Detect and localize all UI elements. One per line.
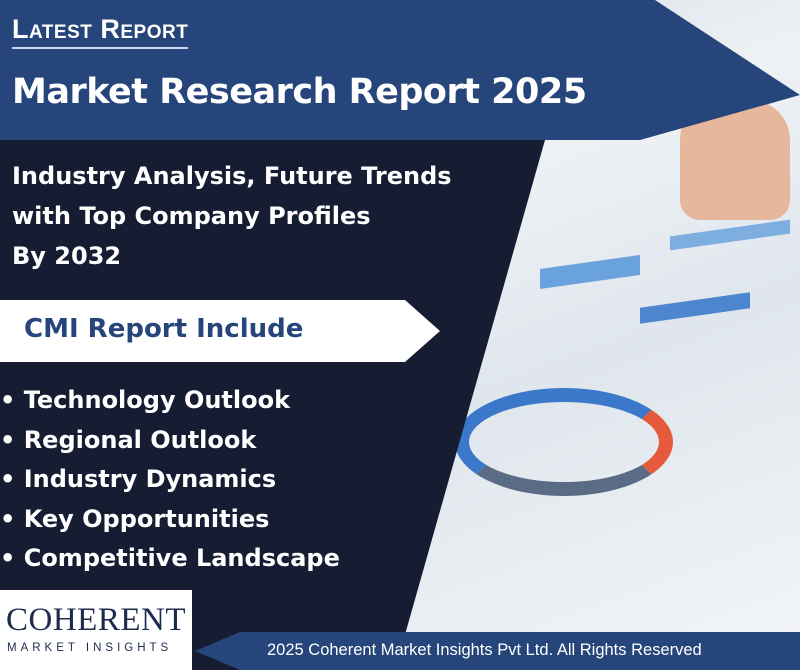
includes-ribbon: CMI Report Include [0,300,440,362]
list-item: Regional Outlook [0,421,340,461]
company-logo: COHERENT MARKET INSIGHTS [0,590,192,670]
includes-list: Technology Outlook Regional Outlook Indu… [0,381,340,579]
footer-ribbon: 2025 Coherent Market Insights Pvt Ltd. A… [195,632,800,670]
includes-heading: CMI Report Include [24,314,304,344]
subtitle: Industry Analysis, Future Trends with To… [12,156,452,276]
subtitle-line: Industry Analysis, Future Trends [12,162,452,190]
list-item: Key Opportunities [0,500,340,540]
header-banner: Latest Report Market Research Report 202… [0,0,800,140]
subtitle-line: with Top Company Profiles [12,202,371,230]
page-title: Market Research Report 2025 [12,72,587,112]
list-item: Industry Dynamics [0,460,340,500]
logo-tagline: MARKET INSIGHTS [7,642,173,654]
eyebrow-label: Latest Report [12,14,189,49]
list-item: Competitive Landscape [0,539,340,579]
subtitle-line: By 2032 [12,242,122,270]
copyright-text: 2025 Coherent Market Insights Pvt Ltd. A… [267,641,702,659]
logo-name: COHERENT [6,602,186,638]
list-item: Technology Outlook [0,381,340,421]
